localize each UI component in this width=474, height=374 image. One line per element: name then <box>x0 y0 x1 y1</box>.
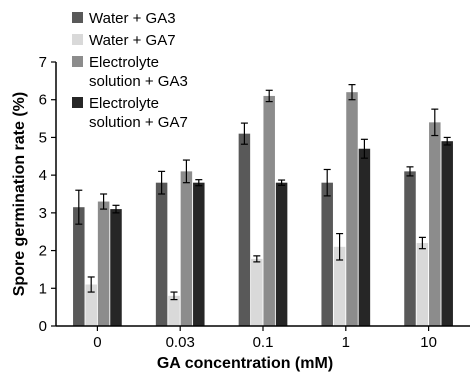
bar <box>85 284 97 326</box>
bar <box>275 182 288 326</box>
y-tick-label: 2 <box>39 243 47 260</box>
y-ticks: 0 1 2 3 4 5 6 7 <box>39 54 56 335</box>
legend-label: Electrolyte <box>89 54 159 71</box>
x-tick-label: 0 <box>93 334 101 351</box>
bar <box>321 182 333 326</box>
bar <box>193 182 205 326</box>
error-bars-layer <box>75 84 451 301</box>
x-tick-label: 0.03 <box>166 334 195 351</box>
bar <box>416 243 429 326</box>
bar <box>429 122 441 326</box>
y-tick-label: 7 <box>39 54 47 71</box>
y-tick-label: 0 <box>39 318 47 335</box>
bar <box>441 141 453 326</box>
y-tick-label: 5 <box>39 129 47 146</box>
y-axis-title: Spore germination rate (%) <box>11 92 28 296</box>
x-ticks: 0 0.03 0.1 1 10 <box>93 326 437 351</box>
bar <box>73 207 85 326</box>
bar <box>168 295 180 326</box>
legend-label: Water + GA7 <box>89 32 176 49</box>
legend-label: solution + GA3 <box>89 73 188 90</box>
bar <box>110 209 122 326</box>
legend: Water + GA3 Water + GA7 Electrolyte solutio… <box>72 10 188 131</box>
bars-layer <box>73 92 453 327</box>
legend-swatch <box>72 97 83 108</box>
legend-label: solution + GA7 <box>89 114 188 131</box>
bar <box>263 95 275 326</box>
bar <box>346 92 358 327</box>
x-tick-label: 0.1 <box>253 334 274 351</box>
y-tick-label: 3 <box>39 205 47 222</box>
bar <box>333 246 346 326</box>
legend-swatch <box>72 34 83 45</box>
bar <box>358 148 371 326</box>
y-tick-label: 4 <box>39 167 47 184</box>
legend-label: Electrolyte <box>89 95 159 112</box>
bar <box>251 258 263 326</box>
legend-swatch <box>72 12 83 23</box>
bar <box>404 171 416 326</box>
x-axis-title: GA concentration (mM) <box>157 355 333 372</box>
x-tick-label: 1 <box>342 334 350 351</box>
legend-label: Water + GA3 <box>89 10 176 27</box>
bar <box>155 182 168 326</box>
bar <box>97 201 110 326</box>
bar <box>180 171 193 326</box>
y-tick-label: 1 <box>39 280 47 297</box>
x-tick-label: 10 <box>420 334 437 351</box>
legend-swatch <box>72 56 83 67</box>
bar <box>238 133 251 326</box>
y-tick-label: 6 <box>39 92 47 109</box>
